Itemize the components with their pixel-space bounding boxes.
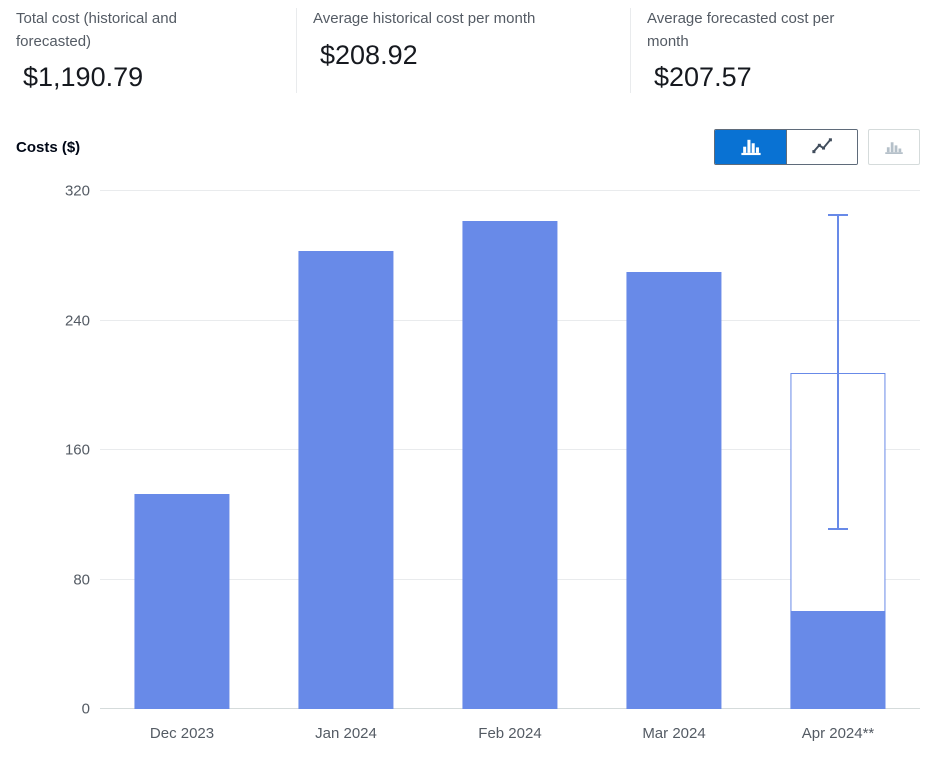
- summary-stats-row: Total cost (historical and forecasted) $…: [0, 0, 933, 94]
- plot-area: [100, 190, 920, 710]
- historical-cost-bar[interactable]: [134, 494, 230, 710]
- gridline: [100, 190, 920, 192]
- line-chart-icon: [811, 135, 833, 160]
- line-chart-button[interactable]: [786, 130, 857, 165]
- chart-title: Costs ($): [16, 138, 81, 156]
- bar-chart-icon: [740, 135, 762, 160]
- bar-slot: [264, 191, 428, 710]
- confidence-interval-whisker: [828, 214, 848, 530]
- whisker-cap-top: [828, 214, 848, 217]
- x-axis-label: Apr 2024**: [801, 725, 875, 743]
- bars-container: [100, 191, 920, 710]
- stat-total-cost-label: Total cost (historical and forecasted): [16, 10, 177, 50]
- y-tick-label: 160: [64, 441, 90, 459]
- costs-chart-section: Costs ($): [0, 129, 933, 742]
- stacked-bar-chart-icon: [884, 136, 904, 159]
- bar-slot: [756, 191, 920, 710]
- y-tick-label: 320: [64, 182, 90, 200]
- historical-cost-bar[interactable]: [626, 272, 722, 710]
- bar-chart-button[interactable]: [715, 130, 786, 165]
- whisker-cap-bottom: [828, 527, 848, 530]
- stat-avg-forecasted: Average forecasted cost per month $207.5…: [630, 8, 933, 94]
- chart-body: 0 80 160 240 320: [16, 183, 920, 718]
- x-axis-label: Jan 2024: [315, 725, 377, 743]
- y-tick-label: 240: [64, 312, 90, 330]
- stacked-bar-chart-button[interactable]: [868, 129, 920, 166]
- stat-avg-historical-label: Average historical cost per month: [313, 10, 536, 27]
- y-axis: 0 80 160 240 320: [16, 183, 100, 718]
- stat-total-cost: Total cost (historical and forecasted) $…: [0, 8, 296, 93]
- x-axis-label: Mar 2024: [642, 725, 706, 743]
- bar-slot: [428, 191, 592, 710]
- bar-slot: [592, 191, 756, 710]
- x-axis-label: Dec 2023: [149, 725, 215, 743]
- whisker-line: [837, 214, 839, 530]
- historical-cost-bar[interactable]: [462, 220, 558, 710]
- y-tick-label: 80: [73, 571, 90, 589]
- historical-cost-bar[interactable]: [298, 251, 394, 710]
- chart-type-toolbar: [714, 129, 920, 166]
- bar-slot: [100, 191, 264, 710]
- month-to-date-cost-bar[interactable]: [790, 610, 886, 710]
- chart-header: Costs ($): [16, 129, 920, 166]
- stat-avg-historical: Average historical cost per month $208.9…: [296, 8, 630, 94]
- y-tick-label: 0: [81, 700, 90, 718]
- stat-avg-forecasted-value: $207.57: [654, 62, 752, 92]
- x-axis-label: Feb 2024: [478, 725, 542, 743]
- stat-avg-historical-value: $208.92: [320, 39, 418, 70]
- chart-type-segmented-control: [714, 129, 858, 166]
- x-axis: Dec 2023 Jan 2024 Feb 2024 Mar 2024 Apr 2024…: [100, 725, 920, 742]
- stat-avg-forecasted-label: Average forecasted cost per month: [647, 10, 835, 50]
- stat-total-cost-value: $1,190.79: [23, 62, 144, 92]
